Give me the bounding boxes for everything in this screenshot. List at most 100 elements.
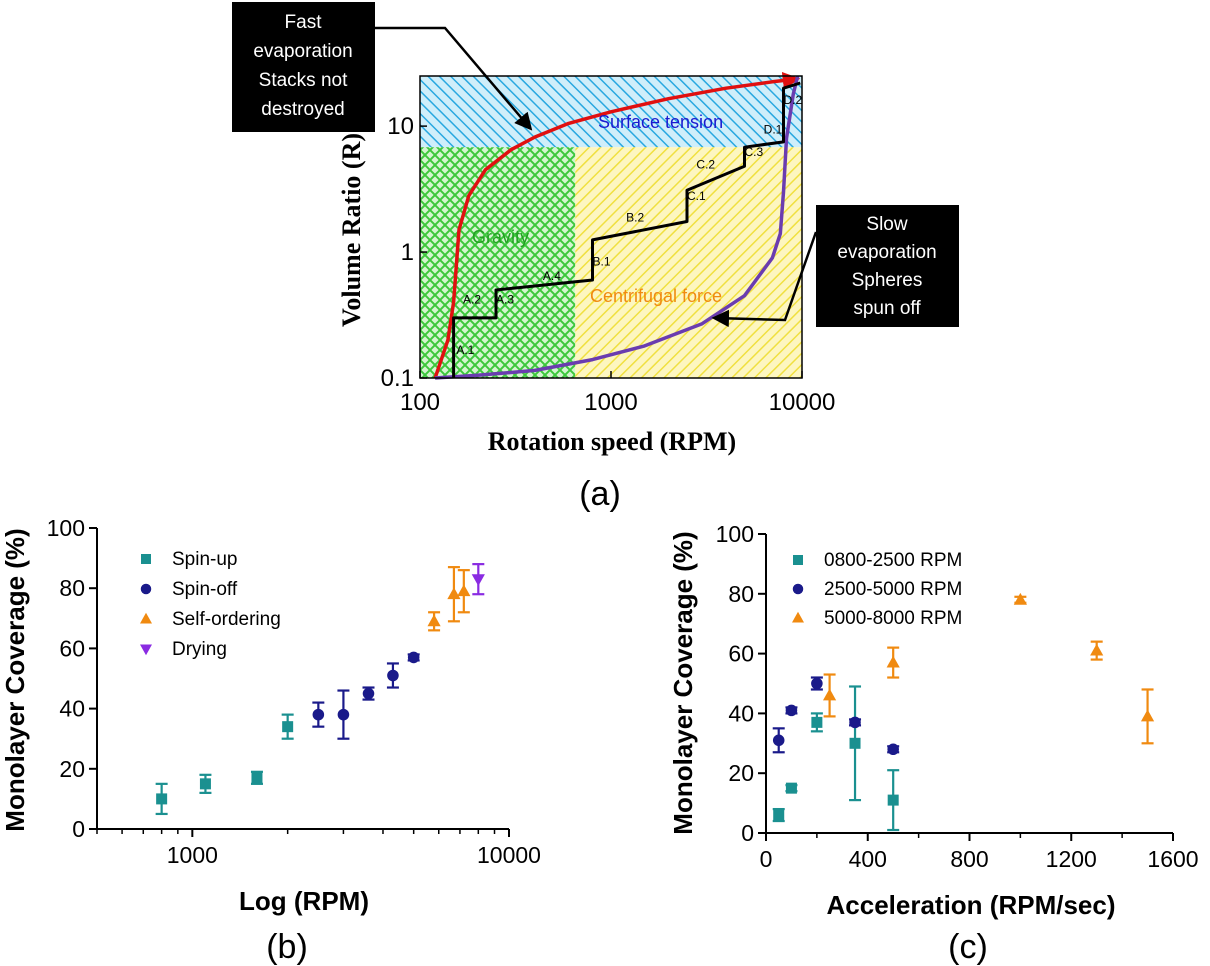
x-axis-title-a: Rotation speed (RPM)	[488, 427, 736, 456]
y-tick-label: 60	[59, 635, 85, 661]
x-tick-label: 400	[849, 846, 887, 872]
callout-fast-line1: Fast	[285, 12, 323, 33]
callout-slow-line2: evaporation	[837, 242, 936, 263]
y-tick-label-a: 1	[401, 239, 414, 266]
legend-label-spin-off: Spin-off	[172, 579, 238, 600]
callout-slow-line1: Slow	[866, 214, 907, 235]
panel-label-a: (a)	[579, 475, 621, 513]
y-tick-label: 80	[728, 581, 754, 607]
step-label-c-1: C.1	[687, 189, 706, 203]
x-tick-label: 0	[760, 846, 773, 872]
legend-marker-spin-up	[141, 554, 151, 564]
callout-fast-evaporation: Fast evaporation Stacks not destroyed	[232, 2, 375, 132]
step-label-d-1: D.1	[764, 123, 783, 137]
0800-2500-rpm-point	[811, 716, 823, 728]
5000-8000-rpm-point	[822, 688, 837, 701]
step-label-a-4: A.4	[543, 269, 561, 283]
y-tick-label: 0	[741, 820, 754, 846]
x-tick-label: 1600	[1147, 846, 1198, 872]
spin-up-point	[156, 793, 168, 805]
region-label-centrifugal: Centrifugal force	[590, 286, 722, 306]
purple-slow-evaporation-curve	[434, 75, 800, 380]
callout-slow-line4: spun off	[853, 298, 921, 319]
x-tick-label: 10000	[477, 842, 541, 868]
y-tick-label: 40	[728, 700, 754, 726]
0800-2500-rpm-point	[785, 782, 797, 794]
region-label-gravity: Gravity	[472, 227, 529, 247]
step-label-b-1: B.1	[592, 255, 610, 269]
black-stepped-process-curve	[452, 81, 801, 378]
panel-b: 1000 10000 0 20 40 60 80 100 Spin-up Spin-off Sel…	[0, 515, 541, 966]
spin-off-point	[312, 708, 325, 721]
spin-up-point	[251, 772, 263, 784]
region-centrifugal	[575, 147, 802, 378]
step-label-d-2: D.2	[783, 93, 802, 107]
y-axis-title-a: Volume Ratio (R)	[337, 133, 366, 327]
legend-marker-0800-2500-rpm	[793, 555, 803, 565]
spin-off-point	[387, 669, 399, 682]
y-tick-label-a: 10	[387, 113, 414, 140]
y-tick-label: 80	[59, 575, 85, 601]
callout-slow-line3: Spheres	[852, 270, 923, 291]
callout-fast-line3: Stacks not	[259, 70, 348, 91]
x-tick-label-a: 10000	[769, 389, 836, 416]
spin-off-point	[337, 708, 350, 721]
5000-8000-rpm-point	[1140, 709, 1155, 722]
drying-point	[471, 574, 485, 587]
legend-marker-2500-5000-rpm	[792, 583, 804, 595]
step-label-c-2: C.2	[696, 158, 715, 172]
step-label-b-2: B.2	[626, 210, 644, 224]
callout-slow-arrow	[711, 231, 818, 328]
y-tick-label: 20	[59, 756, 85, 782]
callout-fast-line4: destroyed	[261, 99, 344, 120]
0800-2500-rpm-point	[887, 794, 899, 806]
legend-label-5000-8000-rpm: 5000-8000 RPM	[824, 608, 962, 629]
panel-label-b: (b)	[266, 928, 308, 966]
step-label-c-3: C.3	[745, 145, 764, 159]
self-ordering-point	[427, 614, 441, 627]
x-tick-label: 1000	[167, 842, 218, 868]
step-label-a-3: A.3	[496, 293, 514, 307]
2500-5000-rpm-point	[811, 677, 823, 690]
y-tick-label: 40	[59, 696, 85, 722]
callout-fast-arrow	[375, 26, 533, 131]
2500-5000-rpm-point	[772, 734, 785, 747]
legend-marker-drying	[140, 644, 152, 656]
y-tick-label: 60	[728, 641, 754, 667]
x-axis-title-c: Acceleration (RPM/sec)	[827, 890, 1116, 920]
y-axis-title-b: Monolayer Coverage (%)	[0, 528, 30, 831]
self-ordering-point	[457, 584, 471, 597]
step-label-a-1: A.1	[456, 343, 474, 357]
y-tick-label: 100	[716, 521, 754, 547]
0800-2500-rpm-point	[849, 737, 861, 749]
region-gravity	[420, 147, 576, 378]
x-tick-label: 1200	[1046, 846, 1097, 872]
panel-c: 0 400 800 1200 1600 0 20 40 60 80 100 0800-2500 RP…	[668, 521, 1199, 966]
y-tick-label: 20	[728, 760, 754, 786]
spin-up-point	[199, 778, 211, 790]
legend-label-2500-5000-rpm: 2500-5000 RPM	[824, 579, 962, 600]
self-ordering-point	[447, 587, 461, 600]
5000-8000-rpm-point	[1090, 643, 1104, 656]
spin-off-point	[407, 651, 420, 664]
2500-5000-rpm-point	[849, 716, 861, 729]
region-label-surface-tension: Surface tension	[598, 112, 723, 132]
callout-slow-evaporation: Slow evaporation Spheres spun off	[816, 205, 959, 327]
legend-label-self-ordering: Self-ordering	[172, 609, 281, 630]
y-tick-label: 100	[47, 515, 85, 541]
legend-label-drying: Drying	[172, 639, 227, 660]
5000-8000-rpm-point	[886, 655, 900, 668]
legend-marker-spin-off	[140, 583, 152, 595]
step-label-a-2: A.2	[463, 293, 481, 307]
legend-marker-self-ordering	[140, 612, 152, 624]
5000-8000-rpm-point	[1013, 592, 1027, 605]
legend-marker-5000-8000-rpm	[792, 611, 804, 623]
legend-label-spin-up: Spin-up	[172, 549, 238, 570]
legend-label-0800-2500-rpm: 0800-2500 RPM	[824, 550, 962, 571]
x-tick-label-a: 100	[400, 389, 440, 416]
x-tick-label-a: 1000	[584, 389, 637, 416]
y-axis-title-c: Monolayer Coverage (%)	[668, 531, 698, 834]
callout-fast-line2: evaporation	[253, 41, 352, 62]
y-tick-label: 0	[72, 816, 85, 842]
